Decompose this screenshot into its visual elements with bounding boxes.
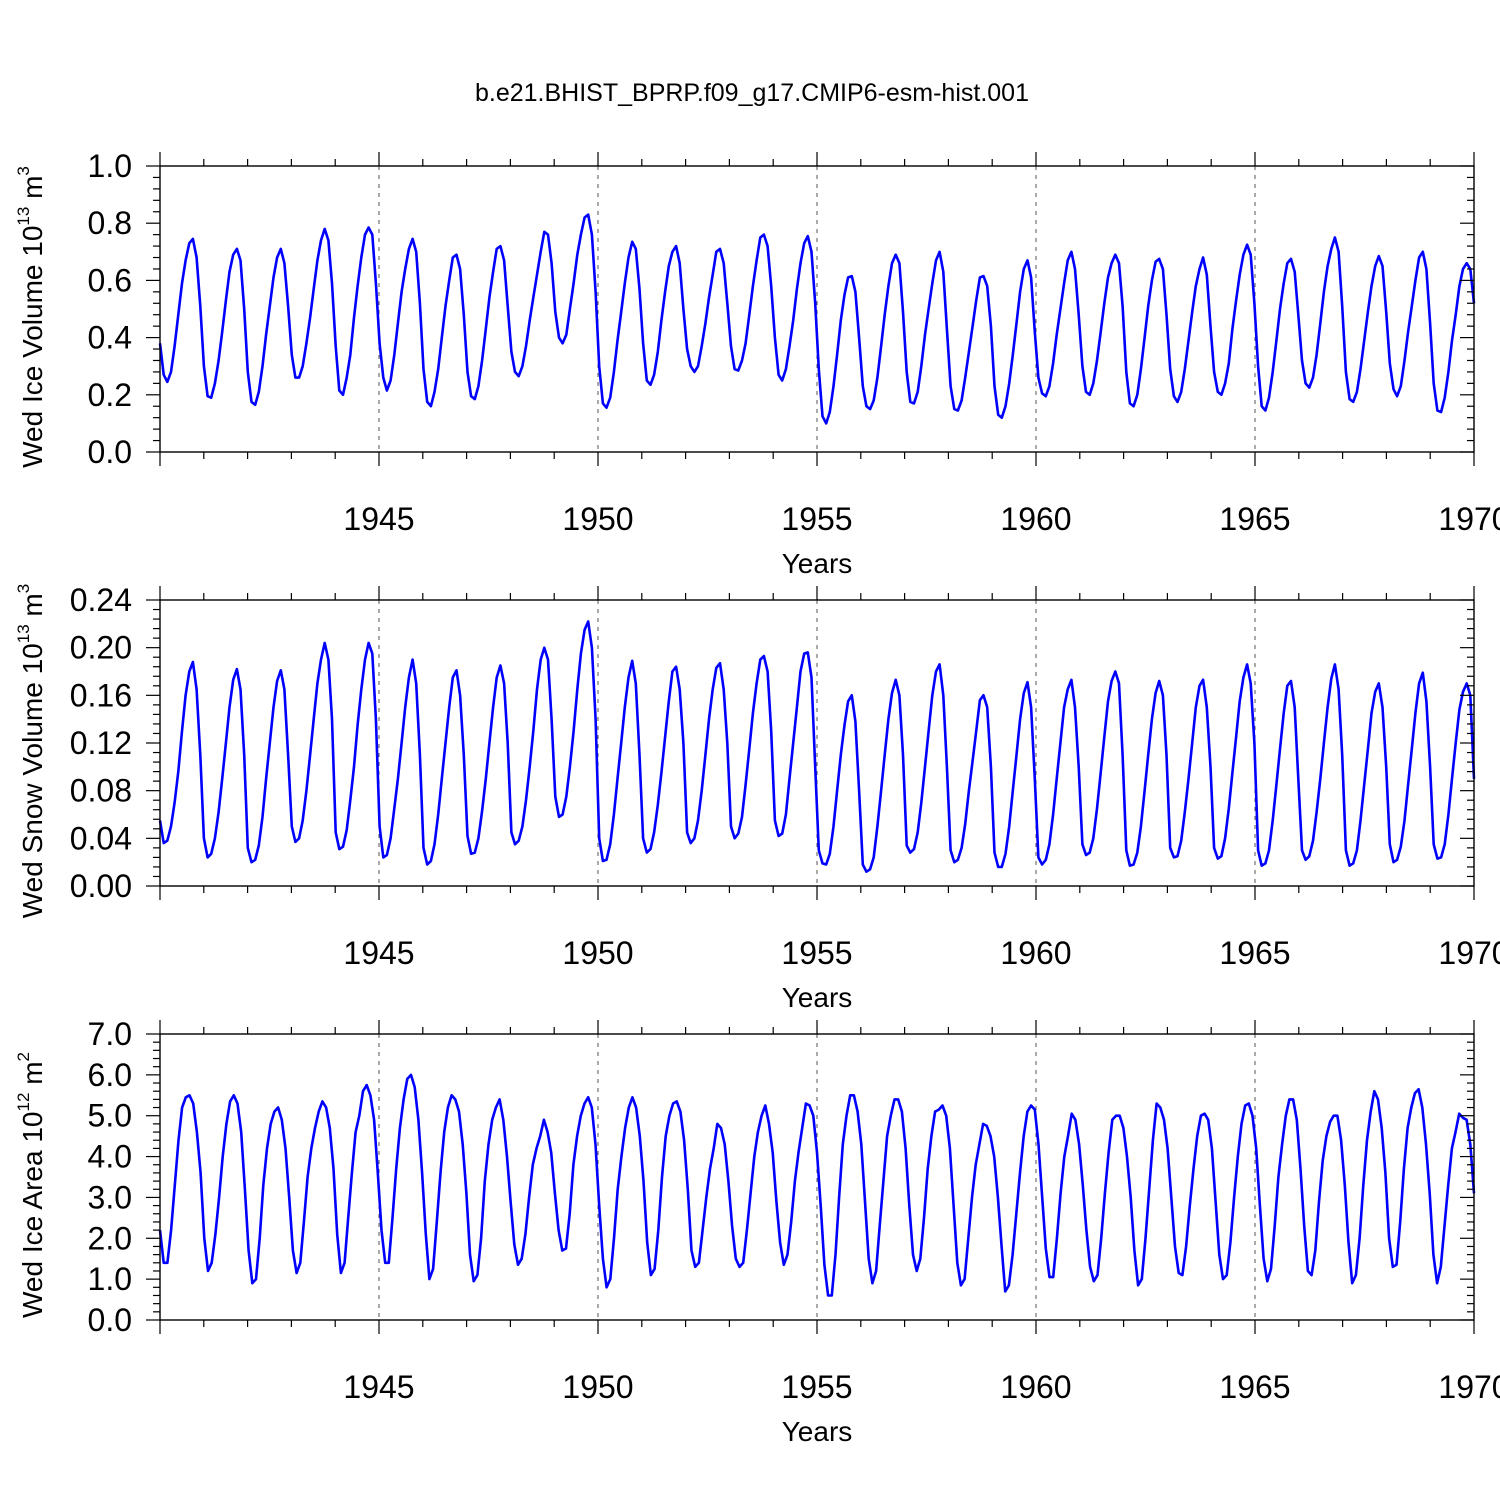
y-tick-label: 7.0 (88, 1016, 132, 1052)
x-tick-label: 1950 (562, 501, 633, 537)
y-axis-label: Wed Ice Area 1012 m2 (14, 1052, 48, 1318)
series-line-snow-volume (158, 620, 1476, 874)
y-tick-label: 5.0 (88, 1098, 132, 1134)
panels: 0.0 0.2 0.4 0.6 0.8 1.0 1945 1950 1955 1960 1965 19… (14, 148, 1500, 1447)
y-tick-label: 0.2 (88, 377, 132, 413)
y-tick-label: 0.16 (70, 677, 132, 713)
y-tick-label: 0.6 (88, 262, 132, 298)
x-tick-label: 1965 (1219, 935, 1290, 971)
y-tick-label: 6.0 (88, 1057, 132, 1093)
y-tick-label: 0.00 (70, 868, 132, 904)
y-tick-label: 0.20 (70, 630, 132, 666)
y-tick-label: 0.8 (88, 205, 132, 241)
series-line-ice-area (158, 1073, 1476, 1297)
y-tick-label: 1.0 (88, 1261, 132, 1297)
x-tick-label: 1945 (343, 501, 414, 537)
panel-ice-volume: 0.0 0.2 0.4 0.6 0.8 1.0 1945 1950 1955 1960 1965 19… (14, 148, 1500, 579)
x-tick-label: 1955 (781, 935, 852, 971)
y-axis-label: Wed Snow Volume 1013 m3 (14, 584, 48, 918)
y-tick-label: 0.4 (88, 320, 132, 356)
x-tick-label: 1960 (1000, 935, 1071, 971)
x-tick-label: 1955 (781, 501, 852, 537)
x-tick-label: 1945 (343, 935, 414, 971)
figure-title: b.e21.BHIST_BPRP.f09_g17.CMIP6-esm-hist.… (475, 79, 1029, 107)
x-tick-label: 1945 (343, 1369, 414, 1405)
y-tick-label: 1.0 (88, 148, 132, 184)
x-axis-label: Years (782, 548, 853, 579)
x-tick-label: 1965 (1219, 501, 1290, 537)
x-tick-label: 1965 (1219, 1369, 1290, 1405)
y-tick-label: 0.12 (70, 725, 132, 761)
x-axis-label: Years (782, 982, 853, 1013)
x-tick-label: 1960 (1000, 1369, 1071, 1405)
x-tick-label: 1950 (562, 935, 633, 971)
x-tick-label: 1970 (1438, 1369, 1500, 1405)
x-axis-label: Years (782, 1416, 853, 1447)
y-tick-label: 2.0 (88, 1220, 132, 1256)
y-tick-label: 0.04 (70, 820, 132, 856)
x-tick-label: 1950 (562, 1369, 633, 1405)
series-line-ice-volume (158, 213, 1476, 425)
x-tick-label: 1970 (1438, 935, 1500, 971)
x-tick-label: 1955 (781, 1369, 852, 1405)
y-tick-label: 0.24 (70, 582, 132, 618)
panel-ice-area: 0.0 1.0 2.0 3.0 4.0 5.0 6.0 7.0 1945 1950 1955 1960… (14, 1016, 1500, 1447)
y-tick-label: 3.0 (88, 1179, 132, 1215)
y-tick-label: 0.0 (88, 1302, 132, 1338)
y-tick-label: 4.0 (88, 1139, 132, 1175)
y-tick-label: 0.08 (70, 773, 132, 809)
panel-snow-volume: 0.00 0.04 0.08 0.12 0.16 0.20 0.24 1945 1950 1955… (14, 582, 1500, 1013)
x-tick-label: 1960 (1000, 501, 1071, 537)
y-axis-label: Wed Ice Volume 1013 m3 (14, 166, 48, 468)
x-tick-label: 1970 (1438, 501, 1500, 537)
y-tick-label: 0.0 (88, 434, 132, 470)
